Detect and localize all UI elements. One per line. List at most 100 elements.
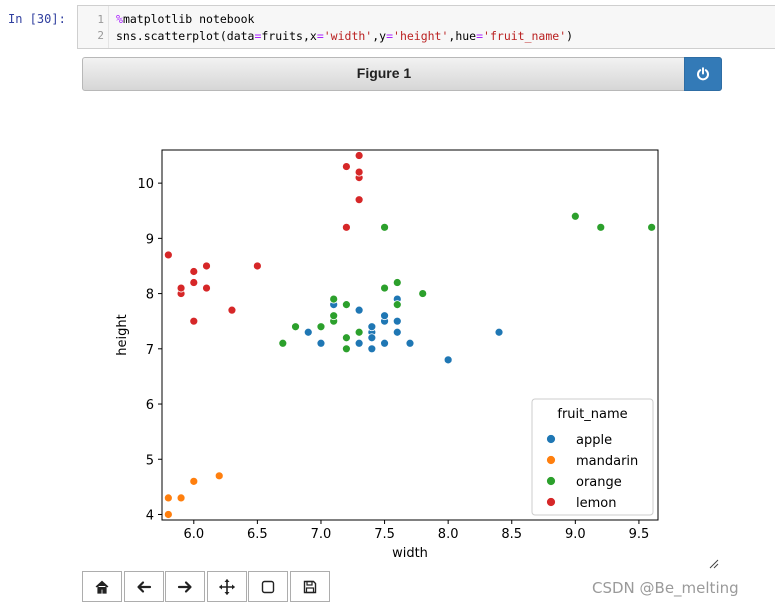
x-axis-label: width [392, 546, 428, 561]
code-cell[interactable]: 1 2 %matplotlib notebook sns.scatterplot… [77, 5, 775, 49]
point-apple [392, 316, 402, 326]
home-button[interactable] [82, 571, 122, 602]
point-lemon [354, 195, 364, 205]
code-text: sns.scatterplot(data [116, 29, 255, 43]
point-lemon [354, 151, 364, 160]
point-lemon [189, 267, 199, 276]
scatter-plot[interactable]: 6.0 6.5 7.0 7.5 8.0 8.5 9.0 9.5 4 5 6 7 8 9 10 width hei… [82, 100, 722, 570]
point-lemon [189, 316, 199, 326]
y-tick-label: 8 [146, 288, 154, 303]
line-number: 2 [97, 29, 104, 42]
code-operator: = [476, 29, 484, 43]
point-apple [380, 338, 389, 348]
code-text: fruits,x [261, 29, 317, 43]
point-apple [316, 338, 326, 348]
y-tick-label: 10 [137, 177, 154, 192]
point-lemon [163, 250, 173, 260]
point-orange [291, 322, 300, 332]
legend-marker-mandarin [546, 455, 556, 465]
point-mandarin [163, 493, 173, 503]
code-line-2[interactable]: sns.scatterplot(data=fruits,x='width',y=… [116, 29, 573, 43]
watermark: CSDN @Be_melting [592, 579, 739, 597]
y-tick-label: 4 [146, 508, 154, 523]
line-number: 1 [97, 13, 104, 26]
point-mandarin [189, 476, 199, 486]
code-text: ,y [372, 29, 387, 43]
legend-title: fruit_name [557, 407, 627, 422]
save-icon [303, 580, 316, 593]
legend-label-orange: orange [576, 475, 622, 490]
point-apple [380, 311, 389, 321]
code-line-1[interactable]: %matplotlib notebook [116, 12, 255, 26]
code-text: ,hue [448, 29, 477, 43]
legend-marker-apple [546, 434, 556, 444]
point-orange [380, 283, 389, 293]
y-axis-label: height [115, 314, 130, 355]
forward-button[interactable] [165, 571, 205, 602]
magic-percent: % [116, 12, 123, 26]
y-tick-label: 7 [146, 343, 154, 358]
legend-label-lemon: lemon [576, 496, 616, 511]
code-operator: = [386, 29, 394, 43]
point-lemon [202, 283, 211, 293]
point-apple [354, 305, 364, 315]
figure-toolbar [82, 571, 331, 602]
point-orange [354, 327, 364, 337]
point-lemon [342, 222, 351, 232]
x-tick-label: 8.5 [501, 527, 522, 542]
x-tick-label: 6.5 [247, 527, 268, 542]
point-orange [418, 289, 428, 298]
points-group [163, 151, 657, 519]
point-apple [303, 327, 313, 337]
point-mandarin [163, 510, 173, 519]
point-mandarin [214, 471, 224, 481]
resize-grip-icon[interactable] [708, 558, 720, 570]
point-orange [329, 294, 339, 304]
home-icon [95, 580, 109, 594]
point-apple [354, 338, 364, 348]
forward-arrow-icon [177, 580, 192, 593]
legend-marker-lemon [546, 497, 556, 507]
point-orange [342, 333, 351, 343]
save-button[interactable] [289, 571, 330, 602]
x-tick-label: 7.0 [311, 527, 332, 542]
back-button[interactable] [123, 571, 164, 602]
point-orange [329, 311, 339, 321]
y-tick-label: 6 [146, 398, 154, 413]
code-text: matplotlib notebook [122, 12, 255, 26]
point-orange [392, 278, 402, 287]
point-lemon [342, 162, 351, 171]
power-icon [697, 67, 709, 81]
legend-label-apple: apple [576, 433, 612, 448]
point-orange [316, 322, 326, 332]
figure-header: Figure 1 [82, 57, 722, 91]
code-operator: = [316, 29, 324, 43]
legend-box [531, 398, 654, 516]
point-lemon [176, 283, 186, 293]
close-figure-button[interactable] [684, 57, 722, 91]
zoom-rect-icon [261, 580, 275, 593]
code-text: ) [566, 29, 574, 43]
code-string: 'fruit_name' [483, 29, 567, 43]
pan-move-icon [218, 578, 235, 595]
point-mandarin [176, 493, 186, 503]
point-apple [367, 333, 377, 343]
point-lemon [227, 305, 237, 315]
x-tick-label: 9.0 [565, 527, 586, 542]
x-tick-label: 8.0 [438, 527, 459, 542]
x-tick-label: 7.5 [374, 527, 395, 542]
line-number-gutter: 1 2 [78, 6, 109, 48]
point-lemon [354, 167, 364, 177]
point-apple [392, 327, 402, 337]
figure-title: Figure 1 [356, 65, 412, 81]
point-orange [380, 222, 389, 232]
point-orange [647, 222, 657, 232]
legend-label-mandarin: mandarin [576, 454, 638, 469]
point-orange [342, 300, 351, 310]
pan-button[interactable] [206, 571, 247, 602]
x-tick-label: 9.5 [629, 527, 650, 542]
code-string: 'width' [323, 29, 373, 43]
zoom-rect-button[interactable] [248, 571, 288, 602]
point-orange [570, 211, 580, 221]
cell-prompt: In [30]: [8, 12, 66, 26]
